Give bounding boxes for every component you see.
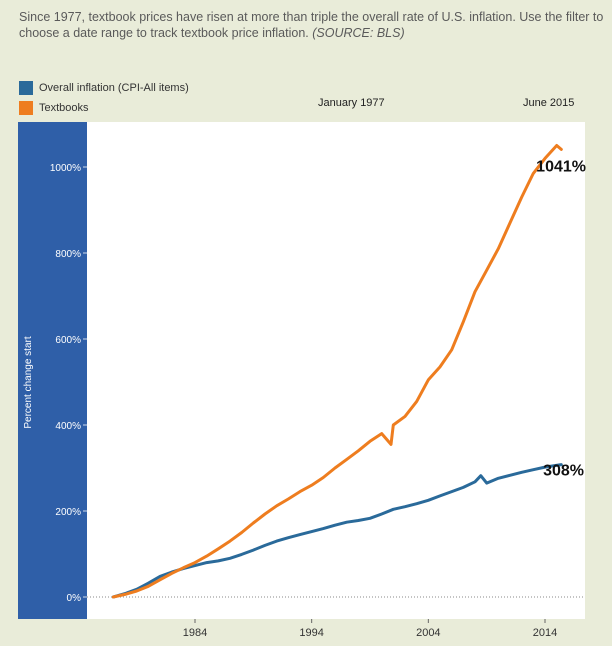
y-tick-label: 1000% (50, 163, 81, 174)
y-tick-label: 400% (55, 421, 81, 432)
y-tick-label: 600% (55, 335, 81, 346)
legend-swatch-textbooks (19, 101, 33, 115)
series-line-cpi (111, 463, 563, 599)
y-tick-label: 800% (55, 249, 81, 260)
legend-label-textbooks: Textbooks (39, 102, 89, 114)
range-start-label: January 1977 (318, 97, 385, 109)
series-line-textbooks (111, 144, 563, 599)
legend-swatch-cpi (19, 81, 33, 95)
y-axis-label: Percent change start (23, 336, 34, 428)
data-label-cpi: 308% (543, 463, 584, 480)
x-tick-label: 2014 (533, 627, 557, 639)
x-tick-label: 2004 (416, 627, 440, 639)
legend: Overall inflation (CPI-All items) Textbo… (19, 78, 189, 118)
data-label-textbooks: 1041% (536, 158, 586, 175)
caption-source: (SOURCE: BLS) (312, 26, 405, 40)
caption-text: Since 1977, textbook prices have risen a… (19, 10, 604, 40)
y-tick-label: 0% (67, 593, 82, 604)
legend-label-cpi: Overall inflation (CPI-All items) (39, 82, 189, 94)
range-end-label: June 2015 (523, 97, 575, 109)
y-axis-bar (18, 122, 87, 619)
plot-area (87, 122, 585, 619)
x-tick-label: 1994 (299, 627, 323, 639)
chart-caption: Since 1977, textbook prices have risen a… (19, 9, 604, 41)
legend-item-cpi[interactable]: Overall inflation (CPI-All items) (19, 78, 189, 98)
x-tick-label: 1984 (183, 627, 207, 639)
legend-item-textbooks[interactable]: Textbooks (19, 98, 189, 118)
y-tick-label: 200% (55, 507, 81, 518)
